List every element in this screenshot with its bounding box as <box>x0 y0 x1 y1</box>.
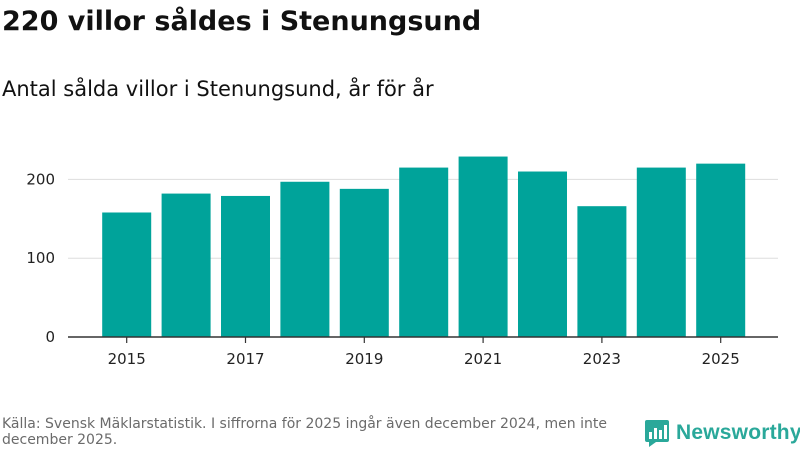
bar-2016 <box>161 193 211 337</box>
x-tick-label-2025: 2025 <box>702 350 740 368</box>
x-tick-label-2015: 2015 <box>108 350 146 368</box>
y-tick-label-0: 0 <box>45 328 55 346</box>
bar-2022 <box>518 171 567 337</box>
x-tick-label-2021: 2021 <box>464 350 502 368</box>
bar-2025 <box>696 163 746 337</box>
bar-2021 <box>458 156 508 337</box>
axes <box>68 336 778 343</box>
chart-title: 220 villor såldes i Stenungsund <box>2 6 482 37</box>
newsworthy-logo[interactable]: Newsworthy <box>644 418 800 448</box>
bar-2023 <box>577 206 627 337</box>
bar-2017 <box>221 195 270 337</box>
bar-chart: 0 100 200 2015 2017 2019 2021 2023 2025 <box>26 156 778 368</box>
bar-2020 <box>399 167 449 337</box>
y-tick-label-200: 200 <box>26 170 55 188</box>
brand-name: Newsworthy <box>676 421 800 444</box>
newsworthy-logo-icon <box>645 420 669 447</box>
x-tick-label-2017: 2017 <box>226 350 264 368</box>
bar-2019 <box>339 188 389 337</box>
bars <box>102 156 746 337</box>
bar-2018 <box>280 181 330 337</box>
tick-labels: 0 100 200 2015 2017 2019 2021 2023 2025 <box>26 170 739 368</box>
chart-subtitle: Antal sålda villor i Stenungsund, år för… <box>2 77 434 101</box>
x-tick-label-2019: 2019 <box>345 350 383 368</box>
y-tick-label-100: 100 <box>26 249 55 267</box>
x-tick-label-2023: 2023 <box>583 350 621 368</box>
source-note: Källa: Svensk Mäklarstatistik. I siffror… <box>2 416 607 448</box>
bar-2024 <box>636 167 686 337</box>
bar-2015 <box>102 212 152 337</box>
